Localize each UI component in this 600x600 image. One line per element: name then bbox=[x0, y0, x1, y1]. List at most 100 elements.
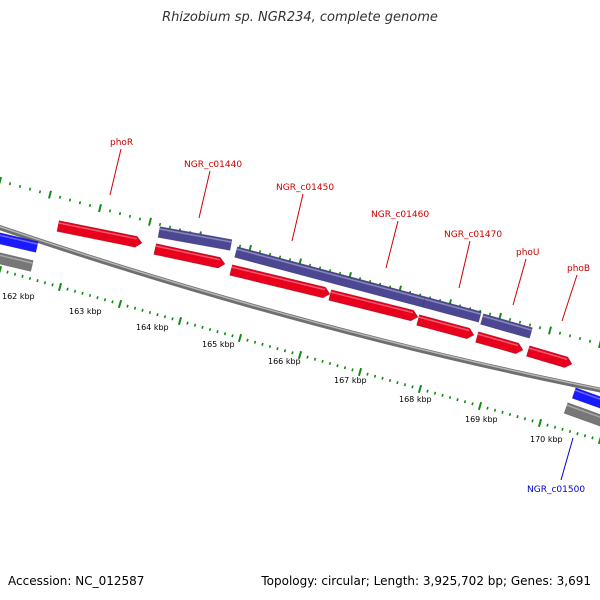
outer-ring-minor-tick bbox=[268, 252, 272, 256]
NGR_c01500-gene-bar bbox=[563, 402, 600, 427]
inner-ring-minor-tick bbox=[343, 366, 347, 370]
phoR-leader bbox=[109, 148, 122, 196]
inner-ring-minor-tick bbox=[246, 338, 249, 342]
inner-ring-minor-tick bbox=[208, 327, 212, 332]
outer-ring-major-tick bbox=[0, 176, 2, 186]
accession-text: Accession: NC_012587 bbox=[8, 574, 145, 588]
inner-ring-minor-tick bbox=[88, 293, 92, 298]
inner-ring-minor-tick bbox=[306, 355, 309, 359]
kbp-label-167: 167 kbp bbox=[334, 376, 367, 385]
inner-ring-minor-tick bbox=[6, 270, 9, 274]
phoU-gene-bar bbox=[480, 313, 533, 339]
phoB-leader bbox=[561, 274, 578, 322]
outer-ring-minor-tick bbox=[238, 244, 242, 248]
inner-ring-minor-tick bbox=[111, 300, 114, 304]
inner-ring-minor-tick bbox=[396, 381, 399, 385]
kbp-label-165: 165 kbp bbox=[202, 340, 235, 349]
outer-ring-minor-tick bbox=[568, 334, 572, 338]
outer-ring-minor-tick bbox=[118, 211, 122, 216]
inner-ring-major-tick bbox=[477, 401, 483, 411]
NGR_c01460-cds-arrow bbox=[328, 289, 419, 322]
phoU-gene-bar-shine bbox=[482, 315, 533, 331]
outer-ring-minor-tick bbox=[58, 195, 62, 199]
outer-ring-minor-tick bbox=[158, 222, 162, 227]
kbp-label-169: 169 kbp bbox=[465, 415, 498, 424]
inner-ring-minor-tick bbox=[148, 310, 152, 315]
inner-ring-minor-tick bbox=[351, 368, 354, 372]
inner-ring-minor-tick bbox=[561, 427, 564, 431]
gene-label-phoU: phoU bbox=[516, 248, 540, 258]
gene-label-NGR_c01450: NGR_c01450 bbox=[276, 183, 334, 193]
inner-ring-minor-tick bbox=[531, 419, 534, 423]
outer-ring-minor-tick bbox=[518, 320, 522, 324]
inner-ring-minor-tick bbox=[591, 436, 594, 440]
inner-ring-minor-tick bbox=[291, 351, 294, 355]
NGR_c01450-leader bbox=[291, 193, 304, 242]
inner-ring-minor-tick bbox=[388, 378, 392, 383]
genome-stats-text: Topology: circular; Length: 3,925,702 bp… bbox=[261, 574, 591, 588]
NGR_c01440-leader bbox=[198, 170, 211, 219]
inner-ring-minor-tick bbox=[36, 279, 39, 283]
inner-ring-minor-tick bbox=[141, 308, 144, 312]
phoU-cds-arrow bbox=[475, 331, 524, 355]
outer-ring-major-tick bbox=[148, 217, 152, 226]
outer-ring-major-tick bbox=[98, 204, 102, 213]
outer-ring-minor-tick bbox=[558, 331, 562, 335]
inner-ring-minor-tick bbox=[523, 417, 527, 421]
reverse-cds-left-bar bbox=[0, 232, 39, 253]
inner-ring-minor-tick bbox=[51, 283, 54, 287]
inner-ring-minor-tick bbox=[546, 423, 549, 427]
inner-ring-minor-tick bbox=[486, 406, 489, 410]
NGR_c01460-leader bbox=[385, 220, 399, 269]
inner-ring-minor-tick bbox=[126, 304, 129, 308]
outer-ring-major-tick bbox=[598, 339, 600, 349]
kbp-label-164: 164 kbp bbox=[136, 323, 169, 332]
inner-ring-minor-tick bbox=[81, 291, 84, 295]
outer-ring-minor-tick bbox=[18, 184, 22, 189]
inner-ring-minor-tick bbox=[171, 317, 174, 321]
inner-ring-minor-tick bbox=[433, 391, 437, 395]
outer-ring-minor-tick bbox=[108, 209, 112, 213]
inner-ring-major-tick bbox=[117, 299, 123, 309]
inner-ring-minor-tick bbox=[193, 323, 197, 327]
inner-ring-minor-tick bbox=[103, 298, 107, 302]
outer-ring-minor-tick bbox=[278, 255, 282, 259]
NGR_c01470-gene-bar bbox=[422, 296, 482, 323]
gene-label-NGR_c01460: NGR_c01460 bbox=[371, 210, 429, 220]
phoU-cds-arrow-shine bbox=[477, 333, 519, 347]
inner-ring-minor-tick bbox=[336, 364, 339, 368]
NGR_c01440-gene-bar-shine bbox=[159, 228, 232, 243]
inner-ring-minor-tick bbox=[261, 342, 264, 346]
NGR_c01500-cds-arrow-shine bbox=[574, 389, 600, 400]
inner-ring-minor-tick bbox=[313, 357, 317, 361]
inner-ring-minor-tick bbox=[13, 272, 17, 276]
inner-ring-minor-tick bbox=[43, 281, 47, 285]
outer-ring-minor-tick bbox=[8, 182, 12, 186]
inner-ring-minor-tick bbox=[186, 321, 189, 325]
outer-ring-major-tick bbox=[548, 326, 552, 335]
inner-ring-minor-tick bbox=[253, 340, 257, 344]
outer-ring-minor-tick bbox=[508, 317, 512, 322]
inner-ring-minor-tick bbox=[223, 332, 227, 336]
inner-ring-minor-tick bbox=[448, 395, 452, 400]
inner-ring-minor-tick bbox=[133, 306, 137, 310]
inner-ring-minor-tick bbox=[366, 372, 369, 376]
inner-ring-minor-tick bbox=[583, 434, 587, 438]
kbp-label-166: 166 kbp bbox=[268, 357, 301, 366]
inner-ring-major-tick bbox=[0, 265, 3, 274]
inner-ring-minor-tick bbox=[163, 315, 167, 319]
outer-ring-major-tick bbox=[48, 190, 52, 199]
inner-ring-minor-tick bbox=[283, 349, 287, 353]
inner-ring-minor-tick bbox=[493, 408, 497, 412]
outer-ring-minor-tick bbox=[68, 198, 72, 202]
backbone-highlight bbox=[0, 225, 600, 390]
phoR-cds-arrow-shine bbox=[58, 222, 137, 240]
inner-ring-minor-tick bbox=[403, 383, 407, 387]
label-leaders bbox=[109, 148, 578, 481]
outer-ring-minor-tick bbox=[538, 326, 542, 330]
NGR_c01450-gene-bar-shine bbox=[236, 248, 425, 300]
NGR_c01440-gene-bar bbox=[157, 226, 233, 251]
inner-ring-minor-tick bbox=[381, 376, 384, 380]
